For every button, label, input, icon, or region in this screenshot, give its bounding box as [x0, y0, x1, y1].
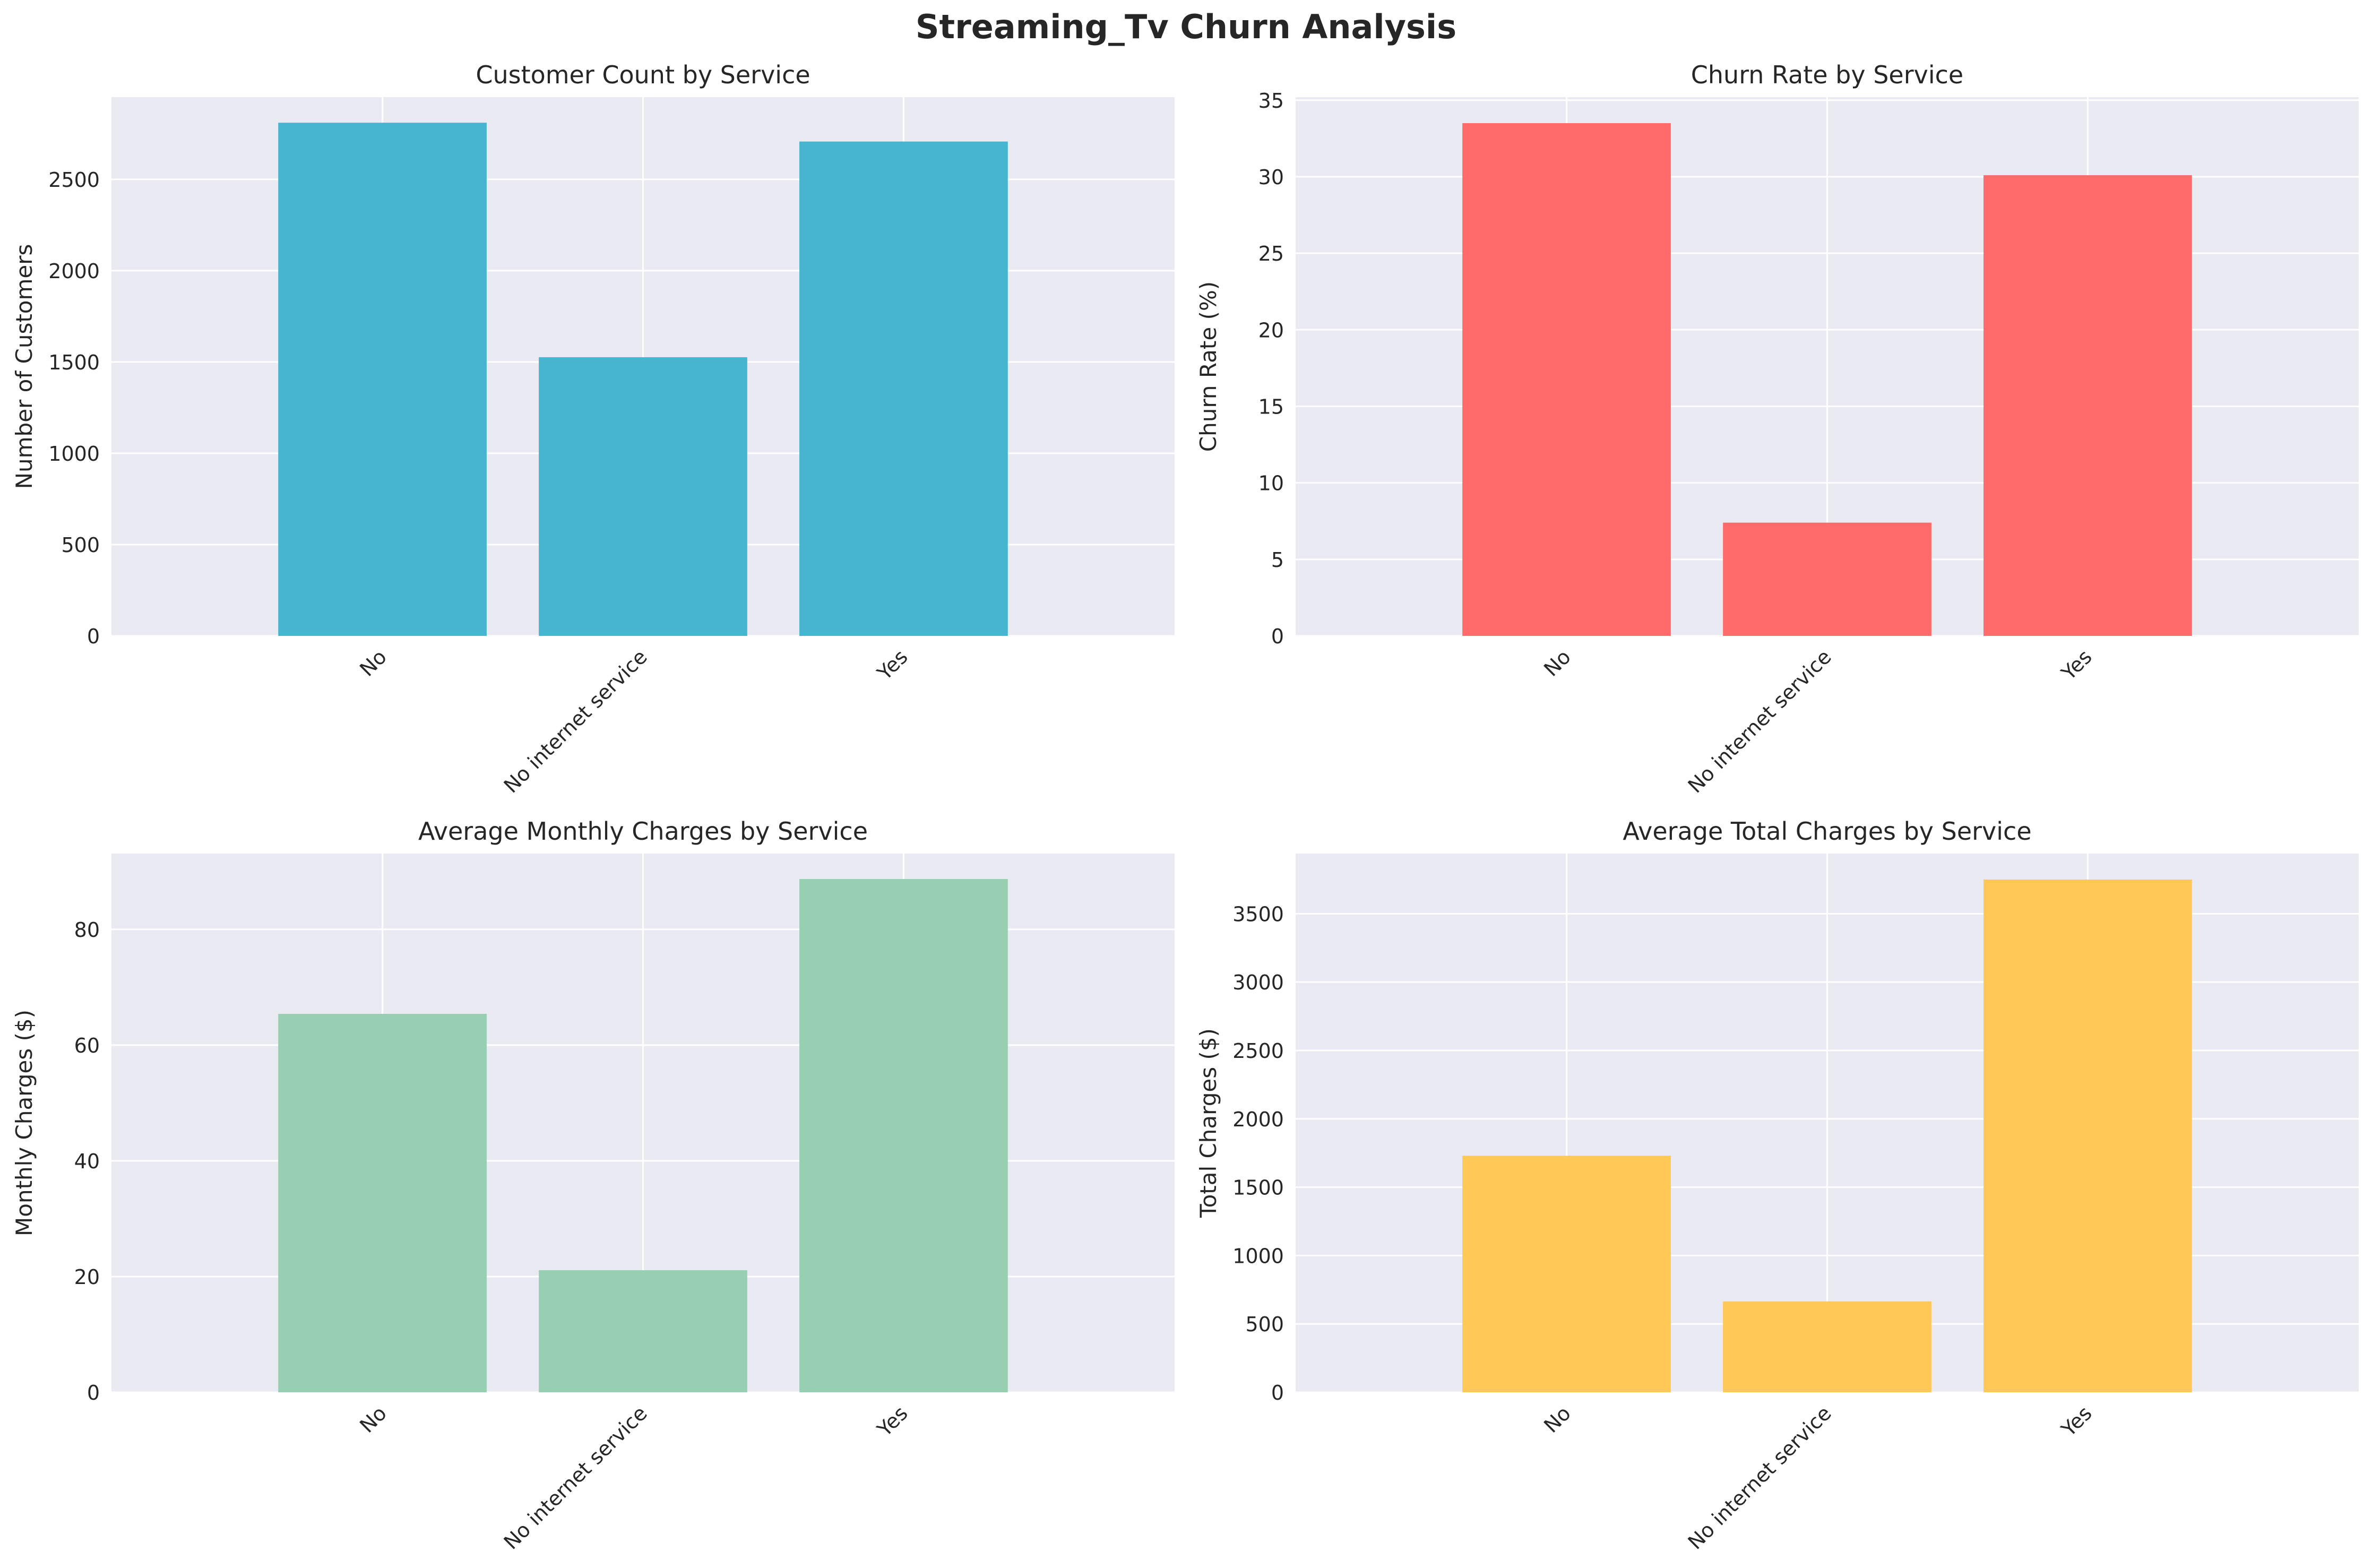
y-tick-label: 80: [74, 918, 100, 942]
bar-yes: [799, 141, 1008, 636]
y-tick-label: 3000: [1232, 971, 1284, 994]
y-tick-label: 0: [1271, 625, 1284, 648]
y-tick-label: 2500: [1232, 1039, 1284, 1063]
x-tick-label: No: [355, 1401, 391, 1437]
x-tick-label: No internet service: [1684, 645, 1836, 797]
y-tick-label: 500: [1245, 1313, 1284, 1336]
y-tick-label: 15: [1258, 395, 1284, 418]
subplot-title: Churn Rate by Service: [1691, 61, 1963, 89]
bar-no-internet-service: [539, 1270, 747, 1392]
y-tick-label: 0: [87, 625, 100, 648]
subplot-title: Customer Count by Service: [476, 61, 810, 89]
y-tick-label: 0: [1271, 1381, 1284, 1405]
x-tick-label: No internet service: [1684, 1401, 1836, 1554]
x-tick-label: No: [1539, 1401, 1575, 1437]
bar-no: [278, 123, 487, 636]
bar-no-internet-service: [539, 357, 747, 636]
y-tick-label: 2500: [48, 168, 100, 192]
y-axis-label: Churn Rate (%): [1195, 281, 1221, 452]
subplot-3: 0 20 40 60 80 No No internet service Yes Average…: [11, 817, 1175, 1554]
bar-no: [278, 1013, 487, 1392]
y-tick-label: 10: [1258, 472, 1284, 495]
y-tick-label: 60: [74, 1034, 100, 1057]
y-tick-label: 500: [61, 533, 100, 557]
x-tick-label: Yes: [873, 645, 912, 685]
x-tick-label: No: [1539, 645, 1575, 681]
y-axis-label: Total Charges ($): [1195, 1028, 1221, 1218]
bar-yes: [1983, 175, 2192, 636]
x-tick-label: No internet service: [499, 1401, 652, 1554]
x-tick-label: No internet service: [499, 645, 652, 797]
y-tick-label: 20: [74, 1265, 100, 1289]
subplot-title: Average Monthly Charges by Service: [418, 817, 868, 846]
subplot-4: 0 500 1000 1500 2000 2500 3000 3500 No No interne…: [1195, 817, 2359, 1554]
x-tick-label: Yes: [873, 1401, 912, 1441]
y-tick-label: 2000: [1232, 1108, 1284, 1131]
y-axis-label: Monthly Charges ($): [11, 1010, 37, 1236]
y-tick-label: 30: [1258, 166, 1284, 189]
bar-yes: [799, 878, 1008, 1392]
bar-no-internet-service: [1723, 1301, 1931, 1392]
y-tick-label: 1000: [1232, 1244, 1284, 1268]
figure-title: Streaming_Tv Churn Analysis: [915, 7, 1457, 46]
y-axis-label: Number of Customers: [11, 244, 37, 489]
y-tick-label: 5: [1271, 548, 1284, 572]
bar-no-internet-service: [1723, 522, 1931, 636]
bar-no: [1462, 123, 1671, 636]
bar-yes: [1983, 879, 2192, 1392]
subplot-1: 0 500 1000 1500 2000 2500 No No internet servic…: [11, 61, 1175, 797]
y-tick-label: 2000: [48, 260, 100, 283]
y-tick-label: 0: [87, 1381, 100, 1405]
subplot-title: Average Total Charges by Service: [1623, 817, 2031, 846]
y-tick-label: 25: [1258, 242, 1284, 265]
y-tick-label: 20: [1258, 318, 1284, 342]
x-tick-label: No: [355, 645, 391, 681]
y-tick-label: 1000: [48, 442, 100, 466]
x-tick-label: Yes: [2057, 1401, 2097, 1441]
y-tick-label: 35: [1258, 89, 1284, 113]
x-tick-label: Yes: [2057, 645, 2097, 685]
bar-no: [1462, 1156, 1671, 1392]
subplot-2: 0 5 10 15 20 25 30 35 No No internet service Yes Ch…: [1195, 61, 2359, 797]
y-tick-label: 40: [74, 1150, 100, 1173]
y-tick-label: 1500: [1232, 1176, 1284, 1200]
y-tick-label: 1500: [48, 351, 100, 374]
y-tick-label: 3500: [1232, 902, 1284, 926]
